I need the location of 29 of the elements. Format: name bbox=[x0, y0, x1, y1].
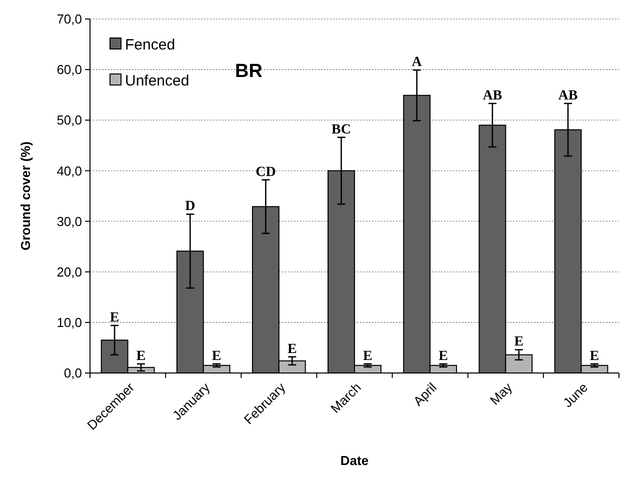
data-label: E bbox=[438, 348, 448, 364]
data-label: E bbox=[514, 334, 524, 350]
data-label: E bbox=[590, 348, 600, 364]
data-label: E bbox=[287, 342, 297, 357]
y-tick-label: 10,0 bbox=[56, 314, 82, 330]
data-label: AB bbox=[482, 88, 502, 104]
data-label: A bbox=[412, 55, 423, 70]
y-axis-title: Ground cover (%) bbox=[18, 141, 33, 251]
y-tick-label: 20,0 bbox=[56, 264, 82, 280]
x-axis-title: Date bbox=[340, 453, 369, 468]
y-tick-label: 70,0 bbox=[56, 12, 82, 27]
x-tick-label: June bbox=[560, 380, 591, 410]
legend-label: Fenced bbox=[125, 36, 176, 54]
y-tick-label: 0,0 bbox=[64, 366, 82, 381]
data-label: BC bbox=[332, 122, 351, 138]
y-tick-label: 50,0 bbox=[56, 112, 82, 128]
data-label: AB bbox=[558, 88, 578, 104]
annotation: BR bbox=[235, 61, 263, 82]
y-tick-label: 40,0 bbox=[56, 163, 82, 178]
legend-label: Unfenced bbox=[125, 72, 190, 90]
data-label: E bbox=[110, 310, 120, 326]
data-label: E bbox=[136, 348, 146, 364]
x-tick-label: May bbox=[487, 379, 516, 408]
y-tick-label: 30,0 bbox=[56, 214, 82, 229]
data-label: CD bbox=[256, 164, 276, 180]
data-label: D bbox=[185, 199, 196, 214]
y-tick-label: 60,0 bbox=[56, 62, 82, 78]
data-label: E bbox=[212, 348, 222, 364]
data-label: E bbox=[363, 348, 372, 364]
